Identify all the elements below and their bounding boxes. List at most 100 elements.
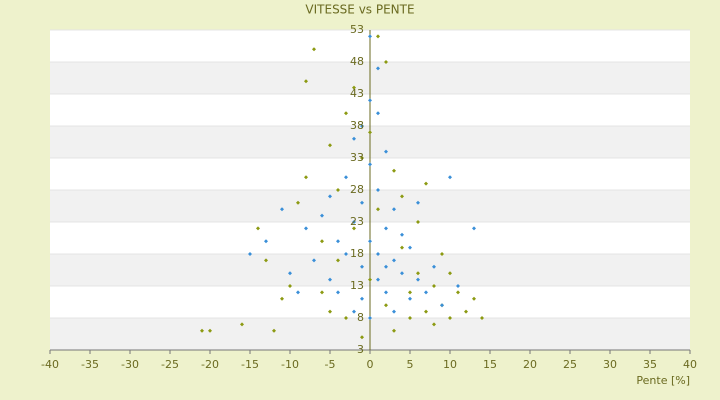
- data-point: [432, 264, 436, 269]
- x-axis-label: Pente [%]: [636, 374, 690, 387]
- data-point: [352, 85, 356, 90]
- data-point: [328, 277, 332, 282]
- data-point: [288, 284, 292, 288]
- data-point: [328, 309, 332, 314]
- data-point: [352, 309, 356, 314]
- data-point: [256, 226, 260, 231]
- x-tick-label: -10: [281, 358, 299, 371]
- data-point: [320, 239, 324, 244]
- data-point: [448, 271, 452, 276]
- data-point: [352, 136, 356, 141]
- data-point: [368, 34, 372, 39]
- y-tick-label: 28: [350, 183, 364, 196]
- data-point: [344, 252, 348, 256]
- y-tick-label: 3: [357, 343, 364, 356]
- data-point: [352, 220, 356, 224]
- x-tick-label: -40: [41, 358, 59, 371]
- data-point: [360, 156, 364, 160]
- data-point: [448, 175, 452, 180]
- y-tick-label: 53: [350, 23, 364, 36]
- data-point: [296, 290, 300, 295]
- data-point: [360, 335, 364, 340]
- x-tick-label: -5: [325, 358, 336, 371]
- data-point: [408, 290, 412, 295]
- data-point: [400, 271, 404, 276]
- data-point: [280, 207, 284, 212]
- data-point: [264, 239, 268, 244]
- data-point: [392, 309, 396, 314]
- data-point: [384, 303, 388, 308]
- data-point: [344, 316, 348, 320]
- data-point: [448, 316, 452, 320]
- data-point: [392, 168, 396, 173]
- data-point: [376, 66, 380, 71]
- data-point: [376, 207, 380, 212]
- data-point: [288, 271, 292, 276]
- data-point: [464, 309, 468, 314]
- data-point: [336, 239, 340, 244]
- data-point: [240, 322, 244, 327]
- data-point: [456, 284, 460, 288]
- y-tick-label: 13: [350, 279, 364, 292]
- data-point: [312, 47, 316, 52]
- data-point: [360, 200, 364, 205]
- data-point: [416, 200, 420, 205]
- data-point: [248, 252, 252, 256]
- x-tick-label: -15: [241, 358, 259, 371]
- data-point: [376, 188, 380, 192]
- y-tick-label: 43: [350, 87, 364, 100]
- data-point: [368, 277, 372, 282]
- data-point: [376, 34, 380, 39]
- data-point: [384, 149, 388, 154]
- data-point: [480, 316, 484, 320]
- data-point: [376, 111, 380, 116]
- x-tick-label: 20: [523, 358, 537, 371]
- data-point: [368, 316, 372, 320]
- data-point: [304, 226, 308, 231]
- data-point: [360, 124, 364, 128]
- data-point: [416, 277, 420, 282]
- x-tick-label: -25: [161, 358, 179, 371]
- data-point: [384, 60, 388, 64]
- data-point: [408, 316, 412, 320]
- data-point: [432, 322, 436, 327]
- data-point: [304, 175, 308, 180]
- x-tick-label: 25: [563, 358, 577, 371]
- data-point: [368, 239, 372, 244]
- data-point: [392, 207, 396, 212]
- x-tick-label: 0: [367, 358, 374, 371]
- data-point: [304, 79, 308, 84]
- x-tick-label: 15: [483, 358, 497, 371]
- y-tick-label: 38: [350, 119, 364, 132]
- x-tick-label: -30: [121, 358, 139, 371]
- data-point: [392, 328, 396, 333]
- data-point: [352, 226, 356, 231]
- data-point: [320, 213, 324, 218]
- data-point: [392, 258, 396, 263]
- data-point: [408, 245, 412, 250]
- y-tick-label: 18: [350, 247, 364, 260]
- data-point: [272, 328, 276, 333]
- data-point: [200, 328, 204, 333]
- data-point: [344, 111, 348, 116]
- data-point: [472, 296, 476, 301]
- data-point: [440, 252, 444, 256]
- data-point: [424, 290, 428, 295]
- x-tick-label: -35: [81, 358, 99, 371]
- data-point: [360, 296, 364, 301]
- x-tick-label: 40: [683, 358, 697, 371]
- data-point: [472, 226, 476, 231]
- data-point: [424, 309, 428, 314]
- x-tick-label: 5: [407, 358, 414, 371]
- data-point: [400, 194, 404, 199]
- data-point: [408, 296, 412, 301]
- y-tick-label: 23: [350, 215, 364, 228]
- data-point: [384, 226, 388, 231]
- data-point: [376, 252, 380, 256]
- data-point: [280, 296, 284, 301]
- data-point: [432, 284, 436, 288]
- data-point: [208, 328, 212, 333]
- data-point: [320, 290, 324, 295]
- chart-title: VITESSE vs PENTE: [305, 3, 414, 17]
